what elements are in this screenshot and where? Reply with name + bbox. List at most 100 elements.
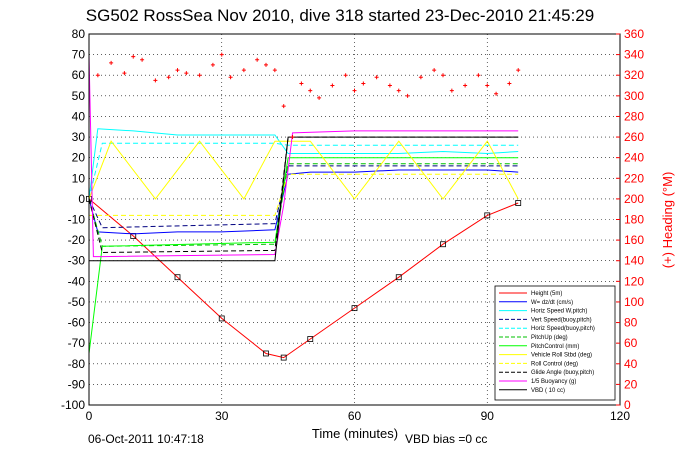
series-line-0 [88, 198, 519, 359]
right-y-tick-label: 60 [624, 336, 638, 350]
footer-date: 06-Oct-2011 10:47:18 [88, 432, 204, 446]
series-layer [86, 52, 522, 361]
right-y-tick-label: 200 [624, 192, 644, 206]
x-tick-label: 0 [86, 409, 93, 423]
series-line-3 [88, 165, 519, 229]
left-y-tick-label: 0 [78, 192, 85, 206]
legend-label: PitchControl (mm) [531, 344, 579, 350]
heading-marker [264, 62, 268, 67]
left-y-tick-label: -60 [68, 316, 86, 330]
legend-label: Height (5m) [531, 291, 562, 297]
right-y-tick-label: 140 [624, 254, 644, 268]
left-y-tick-label: -20 [68, 233, 86, 247]
legend-label: Vert Speed(buoy,pitch) [531, 317, 592, 323]
heading-marker [219, 52, 224, 57]
left-y-tick-label: -70 [68, 336, 86, 350]
height-marker [515, 200, 522, 206]
left-y-tick-label: 20 [72, 151, 86, 165]
left-y-tick-label: -30 [68, 254, 86, 268]
left-y-tick-label: 50 [72, 89, 86, 103]
heading-marker [361, 81, 366, 86]
height-marker [280, 354, 287, 361]
right-y-tick-label: 80 [624, 316, 638, 330]
x-tick-label: 30 [215, 409, 229, 423]
height-marker [395, 274, 402, 281]
x-tick-label: 90 [481, 409, 495, 423]
height-marker [351, 305, 358, 312]
heading-marker [308, 88, 313, 93]
heading-marker [109, 60, 114, 65]
right-y-tick-label: 20 [624, 377, 638, 391]
right-y-tick-label: 180 [624, 213, 644, 227]
left-y-tick-label: -80 [68, 357, 86, 371]
left-y-tick-label: 30 [72, 130, 86, 144]
right-y-tick-label: 120 [624, 274, 644, 288]
heading-marker [343, 73, 348, 78]
right-y-tick-label: 320 [624, 68, 644, 82]
heading-marker [299, 81, 304, 86]
heading-marker [494, 91, 499, 96]
heading-marker [449, 88, 454, 93]
heading-marker [131, 54, 136, 59]
series-line-8 [89, 173, 519, 216]
heading-marker [432, 68, 437, 73]
right-y-tick-label: 100 [624, 295, 644, 309]
series-line-5 [88, 163, 519, 247]
heading-marker [405, 93, 410, 98]
heading-marker [228, 75, 233, 80]
x-tick-label: 120 [610, 409, 630, 423]
series-line-7 [88, 140, 519, 200]
heading-marker [281, 104, 286, 109]
heading-marker [507, 81, 512, 86]
heading-marker [516, 68, 521, 73]
left-y-tick-label: 80 [72, 27, 86, 41]
left-y-tick-label: -100 [61, 398, 85, 412]
series-line-1 [88, 169, 519, 235]
heading-marker [166, 75, 171, 80]
height-marker [484, 212, 491, 219]
height-marker [218, 315, 225, 322]
legend-label: Horiz Speed(buoy,pitch) [531, 326, 595, 332]
left-y-tick-label: -10 [68, 213, 86, 227]
x-tick-label: 60 [348, 409, 362, 423]
heading-marker [463, 83, 468, 88]
height-marker [440, 241, 446, 248]
height-marker [174, 274, 181, 281]
right-y-tick-label: 40 [624, 357, 638, 371]
series-line-11 [89, 136, 519, 262]
heading-marker [330, 83, 335, 88]
legend-label: Roll Control (deg) [531, 361, 578, 367]
legend-label: Vehicle Roll Stbd (deg) [531, 353, 592, 359]
heading-marker [485, 83, 490, 88]
legend-label: W= dz/dt (cm/s) [531, 300, 573, 306]
right-y-tick-label: 220 [624, 171, 644, 185]
chart-title: SG502 RossSea Nov 2010, dive 318 started… [86, 6, 594, 25]
left-y-tick-label: 10 [72, 171, 86, 185]
series-line-9 [88, 136, 519, 254]
heading-marker [352, 88, 357, 93]
heading-marker [184, 71, 189, 76]
right-y-tick-label: 280 [624, 109, 644, 123]
left-y-tick-label: -40 [68, 274, 86, 288]
legend-label: Glide Angle (buoy,pitch) [531, 370, 594, 376]
heading-marker [441, 73, 445, 78]
heading-marker [140, 57, 145, 62]
right-y-tick-label: 240 [624, 151, 644, 165]
right-y-tick-label: 360 [624, 27, 644, 41]
heading-marker [272, 68, 277, 73]
heading-marker [210, 62, 215, 67]
heading-marker [476, 73, 481, 78]
legend-label: VBD ( 10 cc) [531, 388, 565, 394]
left-y-tick-label: 60 [72, 68, 86, 82]
heading-marker [290, 135, 295, 140]
x-axis-label: Time (minutes) [312, 426, 398, 441]
legend-label: 1/5 Buoyancy (g) [531, 379, 576, 385]
footer-vbd-bias: VBD bias =0 cc [405, 432, 487, 446]
heading-marker [317, 95, 322, 100]
series-line-2 [88, 128, 519, 199]
heading-marker [95, 73, 100, 78]
right-y-axis-ticks: 3603403203002802602402202001801601401201… [616, 27, 644, 412]
legend-label: PitchUp (deg) [531, 335, 568, 341]
right-y-tick-label: 260 [624, 130, 644, 144]
